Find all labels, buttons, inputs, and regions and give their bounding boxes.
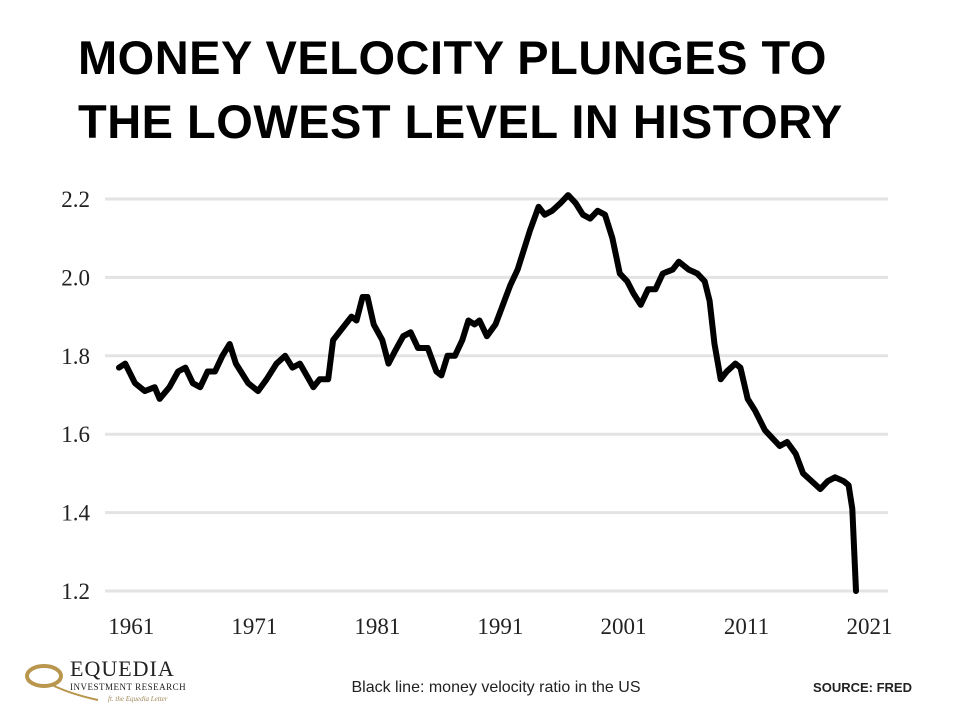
y-tick-label: 1.4 (61, 501, 90, 526)
y-tick-label: 1.8 (61, 344, 90, 369)
logo-icon (49, 683, 99, 701)
x-tick-label: 2011 (724, 614, 769, 639)
x-tick-label: 1991 (477, 614, 523, 639)
x-tick-label: 2001 (600, 614, 646, 639)
logo: EQUEDIA INVESTMENT RESEARCH ft. the Eque… (25, 656, 186, 703)
x-tick-label: 1981 (354, 614, 400, 639)
chart-title: MONEY VELOCITY PLUNGES TO (78, 31, 827, 84)
logo-name: EQUEDIA (70, 656, 175, 681)
logo-subline: ft. the Equedia Letter (108, 695, 168, 703)
caption: Black line: money velocity ratio in the … (351, 679, 640, 696)
source: SOURCE: FRED (813, 680, 912, 695)
y-tick-label: 1.6 (61, 422, 90, 447)
logo-tagline: INVESTMENT RESEARCH (70, 682, 186, 692)
y-tick-label: 2.2 (61, 187, 90, 212)
x-tick-label: 2021 (847, 614, 893, 639)
y-tick-label: 1.2 (61, 579, 90, 604)
chart-title: THE LOWEST LEVEL IN HISTORY (78, 95, 843, 148)
data-line (116, 192, 859, 594)
x-tick-label: 1971 (231, 614, 277, 639)
x-tick-label: 1961 (108, 614, 154, 639)
y-tick-label: 2.0 (61, 265, 90, 290)
logo-icon (25, 664, 63, 688)
